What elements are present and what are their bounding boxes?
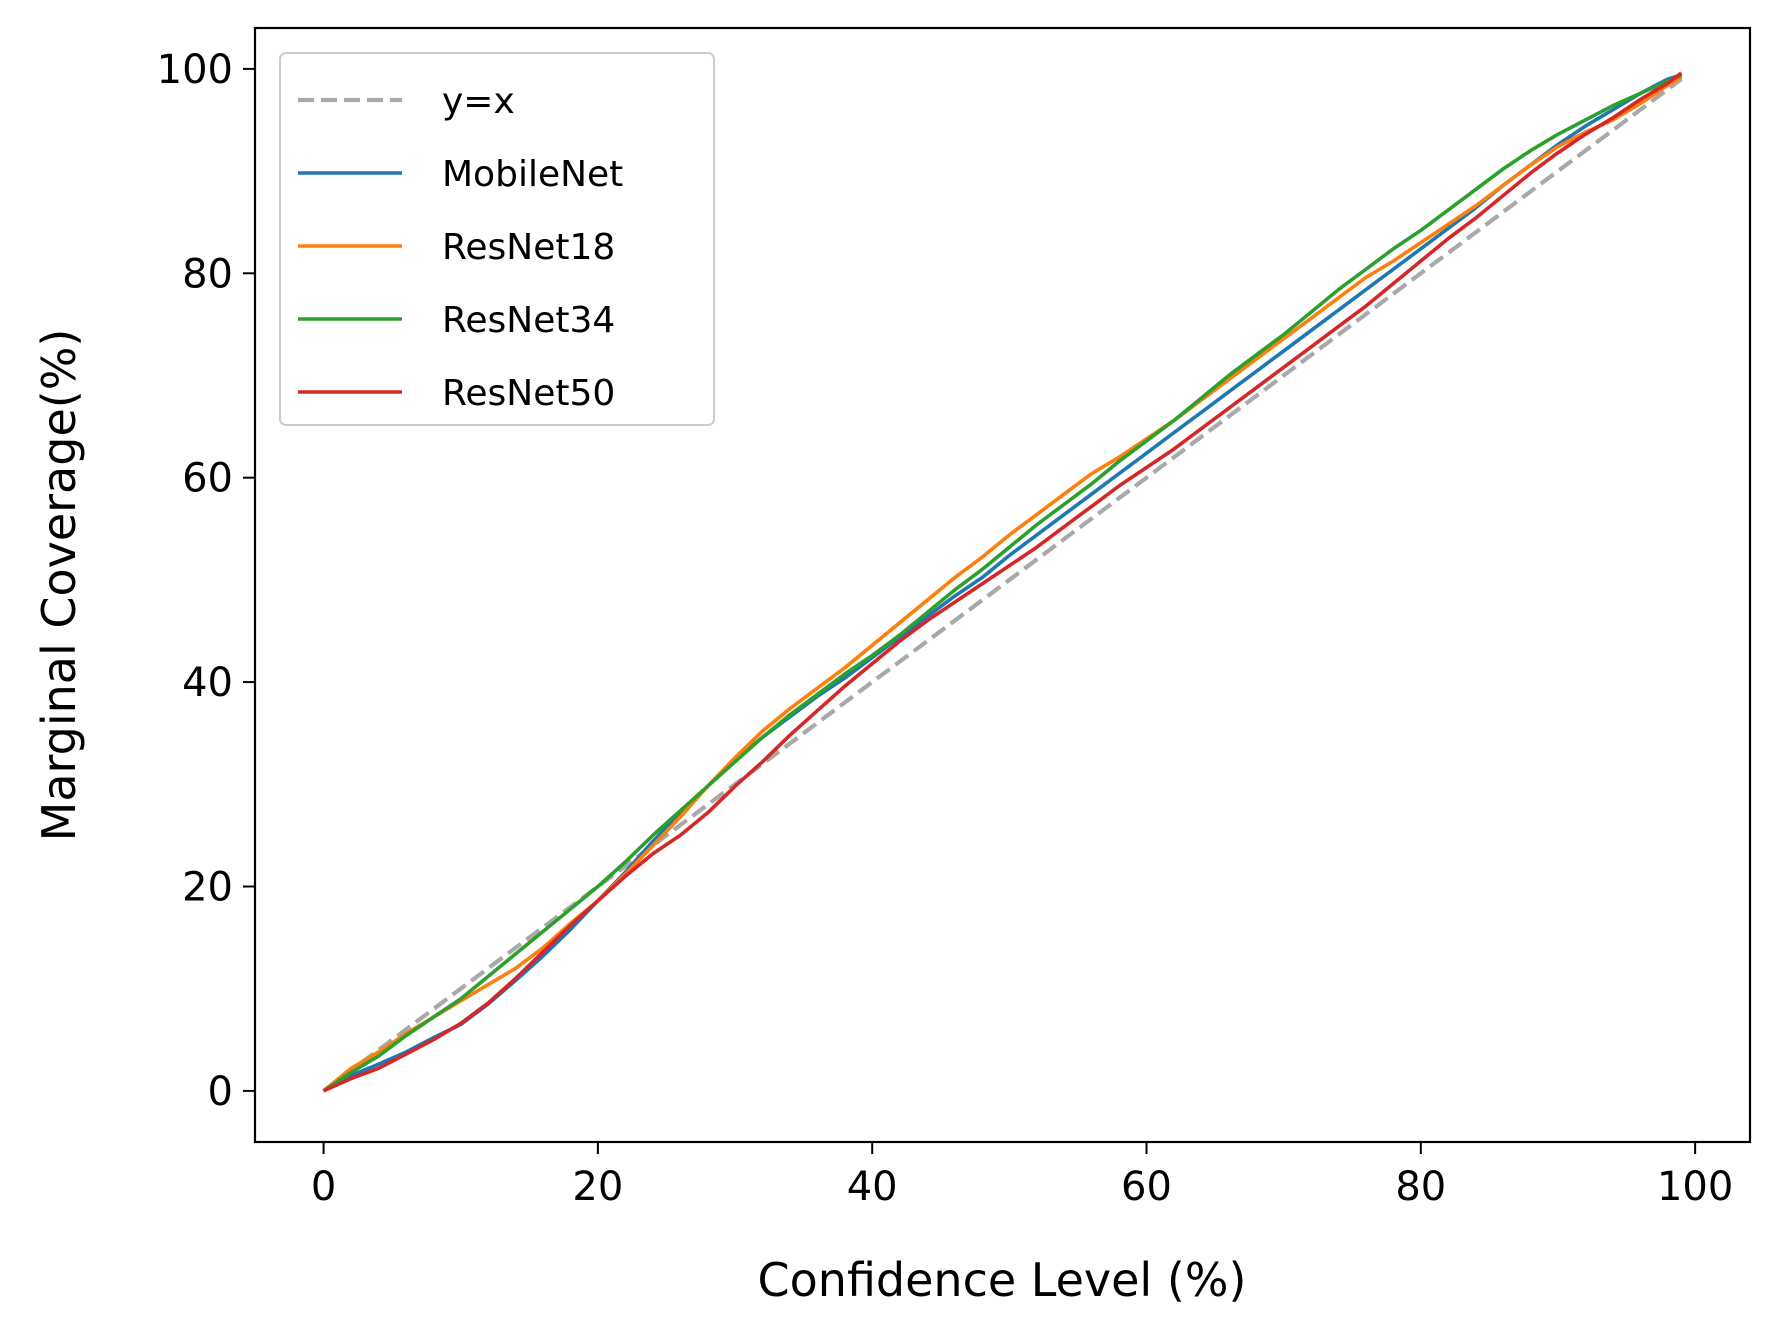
x-axis: 0 20 40 60 80 100	[311, 1142, 1733, 1210]
x-tick-label: 40	[847, 1164, 898, 1210]
y-axis: 0 20 40 60 80 100	[157, 47, 255, 1115]
y-tick-label: 100	[157, 47, 233, 93]
x-tick-label: 0	[311, 1164, 336, 1210]
y-axis-label: Marginal Coverage(%)	[32, 329, 86, 842]
series-line-resnet34	[322, 73, 1683, 1093]
legend-box	[279, 52, 715, 426]
series-line-y-x	[322, 77, 1683, 1093]
series-layer	[322, 71, 1683, 1093]
x-axis-label: Confidence Level (%)	[758, 1253, 1247, 1307]
y-tick-label: 20	[182, 864, 233, 910]
y-tick-label: 40	[182, 660, 233, 706]
x-tick-label: 20	[572, 1164, 623, 1210]
legend-label: ResNet34	[442, 300, 615, 341]
legend-label: MobileNet	[442, 154, 623, 195]
series-line-resnet50	[322, 71, 1683, 1093]
x-tick-label: 80	[1395, 1164, 1446, 1210]
x-tick-label: 60	[1121, 1164, 1172, 1210]
y-tick-label: 80	[182, 251, 233, 297]
legend-label: ResNet18	[442, 227, 615, 268]
series-line-resnet18	[322, 75, 1683, 1093]
series-line-mobilenet	[322, 73, 1682, 1093]
y-tick-label: 0	[208, 1069, 233, 1115]
plot-frame	[253, 26, 1752, 1144]
legend-label: y=x	[442, 81, 515, 122]
legend-label: ResNet50	[442, 373, 615, 414]
x-tick-label: 100	[1657, 1164, 1733, 1210]
legend: y=x MobileNet ResNet18 ResNet34 ResNet50	[279, 52, 715, 426]
y-tick-label: 60	[182, 456, 233, 502]
